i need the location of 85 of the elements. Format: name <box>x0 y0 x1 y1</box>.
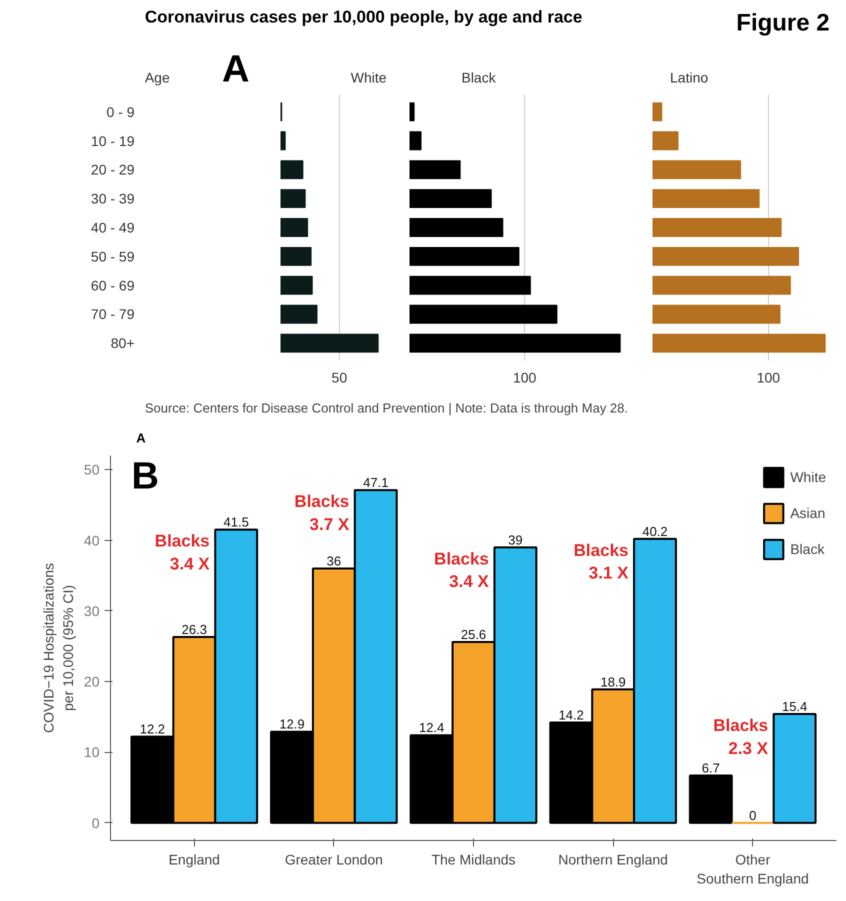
data-label: 18.9 <box>600 674 626 690</box>
bar <box>280 304 318 324</box>
data-label: 25.6 <box>460 626 486 642</box>
bar <box>410 102 415 122</box>
y-tick-label: 40 <box>84 532 100 548</box>
data-label: 36 <box>326 554 342 569</box>
bar <box>410 334 621 353</box>
y-axis-title: COVID−19 Hospitalizations per 10,000 (95% CI) <box>40 562 76 734</box>
y-tick-label: 20 - 29 <box>90 162 135 178</box>
bar <box>652 218 782 237</box>
y-tick-label: 0 <box>92 814 100 831</box>
data-label: 12.9 <box>279 716 305 732</box>
annotation: Blacks 3.1 X <box>574 540 630 583</box>
annotation: Blacks 3.7 X <box>294 492 350 534</box>
data-label: 26.3 <box>182 622 207 638</box>
bar <box>652 160 742 180</box>
bar <box>652 189 760 208</box>
x-tick-label: 100 <box>512 370 537 386</box>
y-axis-title: Age <box>144 70 170 86</box>
y-tick-label: 30 - 39 <box>90 190 135 207</box>
y-tick-label: 50 - 59 <box>90 248 135 264</box>
chart-title: Coronavirus cases per 10,000 people, by age and race <box>144 8 582 26</box>
bar <box>410 160 461 180</box>
bar <box>652 334 826 353</box>
y-tick-label: 10 <box>84 744 100 760</box>
x-tick-label: 50 <box>332 370 348 386</box>
legend-label: White <box>790 469 826 485</box>
chart-subtitle: Latino <box>670 70 708 86</box>
bar <box>410 131 422 150</box>
data-label: 14.2 <box>558 708 584 723</box>
data-label: 12.4 <box>418 720 444 736</box>
y-tick-label: 60 - 69 <box>90 277 135 294</box>
source-note: Source: Centers for Disease Control and Prevention | Note: Data is through May 28. <box>144 400 628 416</box>
annotation: Blacks 2.3 X <box>713 716 769 758</box>
caption: Figure 2 <box>736 10 830 36</box>
y-tick-label: 0 - 9 <box>106 104 135 120</box>
bar <box>410 189 492 208</box>
bar <box>280 189 306 208</box>
data-label: 39 <box>508 532 523 548</box>
data-label: 41.5 <box>224 514 249 530</box>
bar <box>410 304 558 324</box>
bar <box>410 246 520 266</box>
x-tick-label: Other Southern England <box>696 852 809 887</box>
text: A <box>222 48 250 90</box>
bar <box>688 774 733 824</box>
bar <box>652 102 662 122</box>
annotation: B <box>131 456 159 498</box>
data-label: 12.2 <box>140 722 166 737</box>
data-label: 0 <box>749 808 756 823</box>
y-tick-label: 70 - 79 <box>90 306 135 322</box>
bar <box>280 276 313 295</box>
bar <box>652 131 678 150</box>
bar <box>652 276 791 295</box>
data-label: 6.7 <box>702 760 720 776</box>
text: A <box>136 430 146 446</box>
annotation: Blacks 3.4 X <box>434 549 490 592</box>
y-tick-label: 30 <box>84 602 100 619</box>
bar <box>280 218 308 237</box>
y-tick-label: 80+ <box>110 335 134 352</box>
y-tick-label: 20 <box>84 674 100 690</box>
y-tick-label: 40 - 49 <box>90 220 135 236</box>
chart-subtitle: White <box>350 70 387 86</box>
data-label: 40.2 <box>642 524 668 539</box>
bar <box>410 276 531 295</box>
y-tick-label: 10 - 19 <box>90 132 135 149</box>
bar <box>772 713 817 824</box>
x-tick-label: Greater London <box>284 852 383 868</box>
data-label: 47.1 <box>363 475 388 490</box>
data-label: 15.4 <box>782 699 808 714</box>
legend-label: Asian <box>790 505 826 521</box>
y-tick-label: 50 <box>84 462 100 478</box>
bar <box>410 218 504 237</box>
x-tick-label: The Midlands <box>431 852 516 868</box>
chart-subtitle: Black <box>461 70 497 86</box>
bar <box>280 160 304 180</box>
bar <box>652 304 780 324</box>
bar <box>280 246 312 266</box>
annotation: Blacks 3.4 X <box>154 532 210 574</box>
legend-label: Black <box>790 541 824 557</box>
x-tick-label: 100 <box>756 370 780 386</box>
x-tick-label: Northern England <box>558 852 668 868</box>
bar <box>280 131 286 150</box>
x-tick-label: England <box>168 852 220 868</box>
bar <box>652 246 800 266</box>
bar <box>280 334 379 353</box>
